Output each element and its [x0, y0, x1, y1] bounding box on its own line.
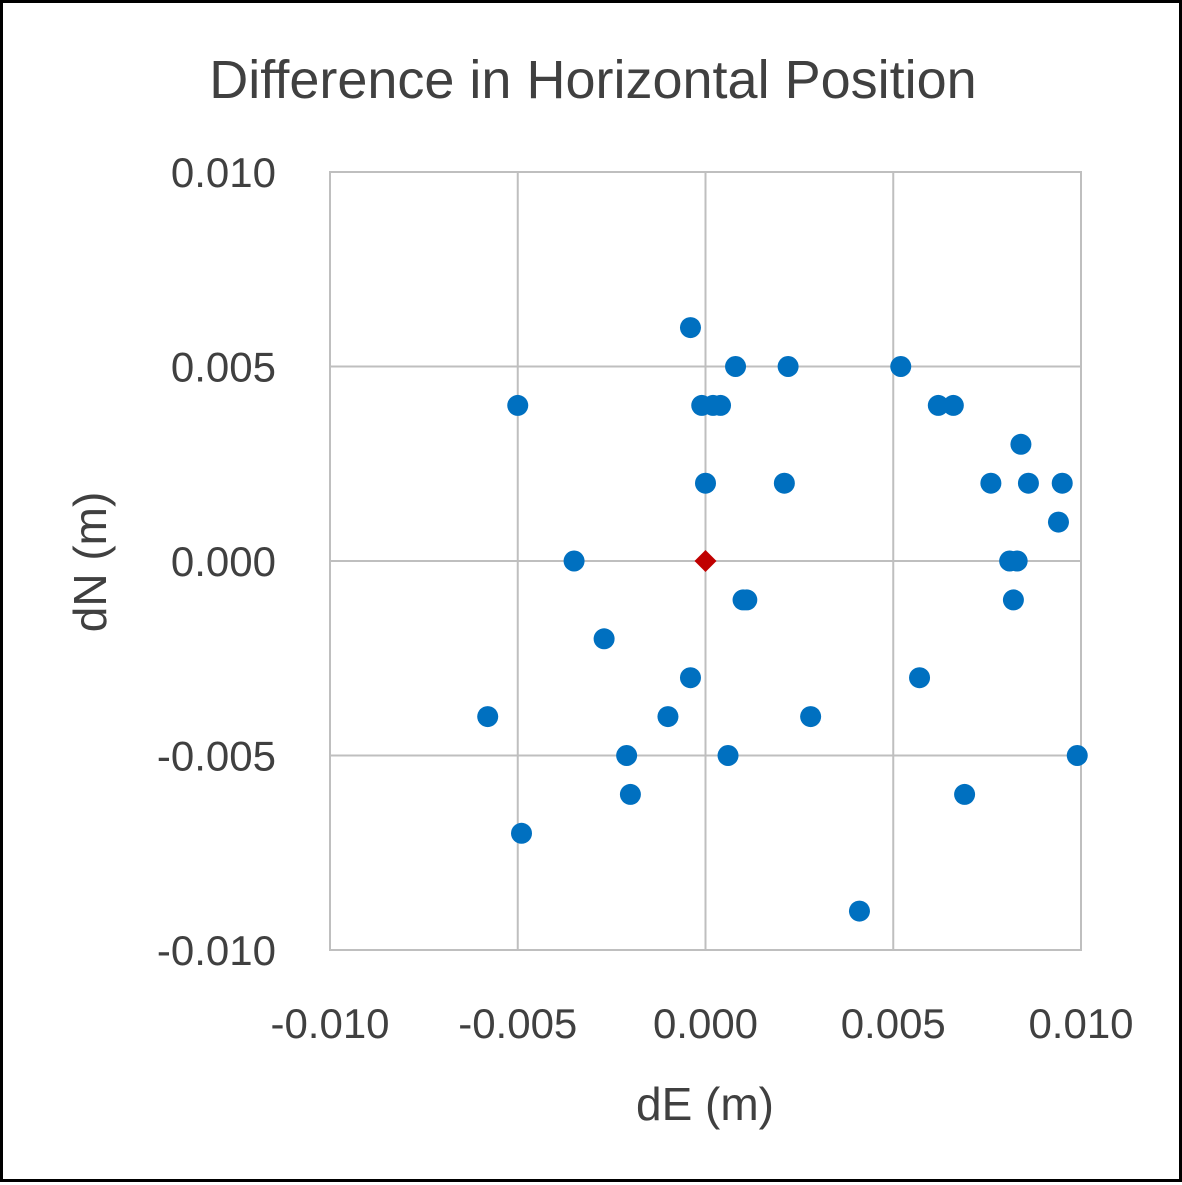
- data-point: [679, 667, 701, 689]
- y-tick-label: 0.000: [171, 538, 276, 585]
- data-point: [1010, 433, 1032, 455]
- data-point: [477, 706, 499, 728]
- x-axis-tick-labels: -0.010 -0.005 0.000 0.005 0.010: [270, 1000, 1133, 1047]
- data-point: [1051, 472, 1073, 494]
- data-point: [942, 394, 964, 416]
- x-tick-label: 0.005: [841, 1000, 946, 1047]
- data-point: [927, 394, 949, 416]
- data-point: [800, 706, 822, 728]
- data-point: [848, 900, 870, 922]
- data-point: [1017, 472, 1039, 494]
- data-point: [507, 394, 529, 416]
- y-tick-label: 0.010: [171, 149, 276, 196]
- data-point: [619, 783, 641, 805]
- data-point: [725, 356, 747, 377]
- reference-point: [694, 550, 717, 572]
- y-tick-label: 0.005: [171, 344, 276, 391]
- x-tick-label: -0.005: [458, 1000, 577, 1047]
- data-point: [777, 356, 799, 377]
- data-point: [980, 472, 1002, 494]
- data-point: [710, 394, 732, 416]
- data-point: [909, 667, 931, 689]
- data-point: [736, 589, 758, 611]
- data-point: [593, 628, 615, 650]
- y-tick-label: -0.010: [157, 927, 276, 974]
- data-points: [477, 317, 1088, 922]
- y-tick-label: -0.005: [157, 733, 276, 780]
- plot-area-border: [329, 171, 1082, 951]
- data-point: [695, 472, 716, 494]
- data-point: [657, 706, 679, 728]
- scatter-chart: Difference in Horizontal Position 0.0100…: [64, 50, 1134, 1130]
- y-axis-tick-labels: 0.010 0.005 0.000 -0.005 -0.010: [157, 149, 276, 974]
- chart-title: Difference in Horizontal Position: [209, 50, 976, 110]
- data-point: [563, 550, 585, 572]
- data-point: [773, 472, 795, 494]
- data-point: [679, 317, 701, 339]
- x-tick-label: 0.010: [1028, 1000, 1133, 1047]
- x-tick-label: 0.000: [653, 1000, 758, 1047]
- data-point: [1002, 589, 1024, 611]
- data-point: [1066, 745, 1088, 766]
- x-tick-label: -0.010: [270, 1000, 389, 1047]
- data-point: [1006, 550, 1028, 572]
- data-point: [511, 822, 533, 844]
- data-point: [890, 356, 912, 377]
- data-point: [1047, 511, 1069, 533]
- x-axis-label: dE (m): [636, 1078, 774, 1130]
- data-point: [717, 745, 739, 766]
- y-axis-label: dN (m): [64, 492, 116, 633]
- data-point: [616, 745, 638, 766]
- data-point: [954, 783, 976, 805]
